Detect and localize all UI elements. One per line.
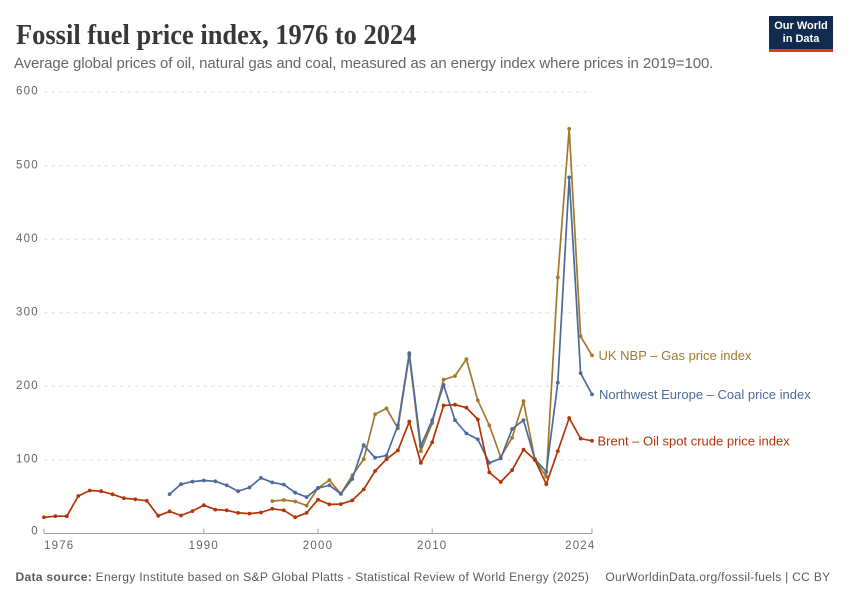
svg-text:100: 100 bbox=[16, 454, 39, 466]
svg-text:500: 500 bbox=[16, 159, 39, 171]
svg-text:1990: 1990 bbox=[189, 540, 219, 552]
svg-text:UK NBP – Gas price index: UK NBP – Gas price index bbox=[599, 348, 752, 363]
svg-text:2000: 2000 bbox=[303, 540, 333, 552]
svg-text:1976: 1976 bbox=[44, 540, 74, 552]
svg-text:Northwest Europe – Coal price: Northwest Europe – Coal price index bbox=[599, 387, 811, 402]
svg-text:2010: 2010 bbox=[417, 540, 447, 552]
svg-text:0: 0 bbox=[31, 526, 39, 538]
svg-text:400: 400 bbox=[16, 233, 39, 245]
svg-text:600: 600 bbox=[16, 86, 39, 98]
svg-text:200: 200 bbox=[16, 380, 39, 392]
svg-text:300: 300 bbox=[16, 307, 39, 319]
svg-text:Brent – Oil spot crude price i: Brent – Oil spot crude price index bbox=[598, 433, 791, 448]
svg-text:2024: 2024 bbox=[565, 540, 595, 552]
